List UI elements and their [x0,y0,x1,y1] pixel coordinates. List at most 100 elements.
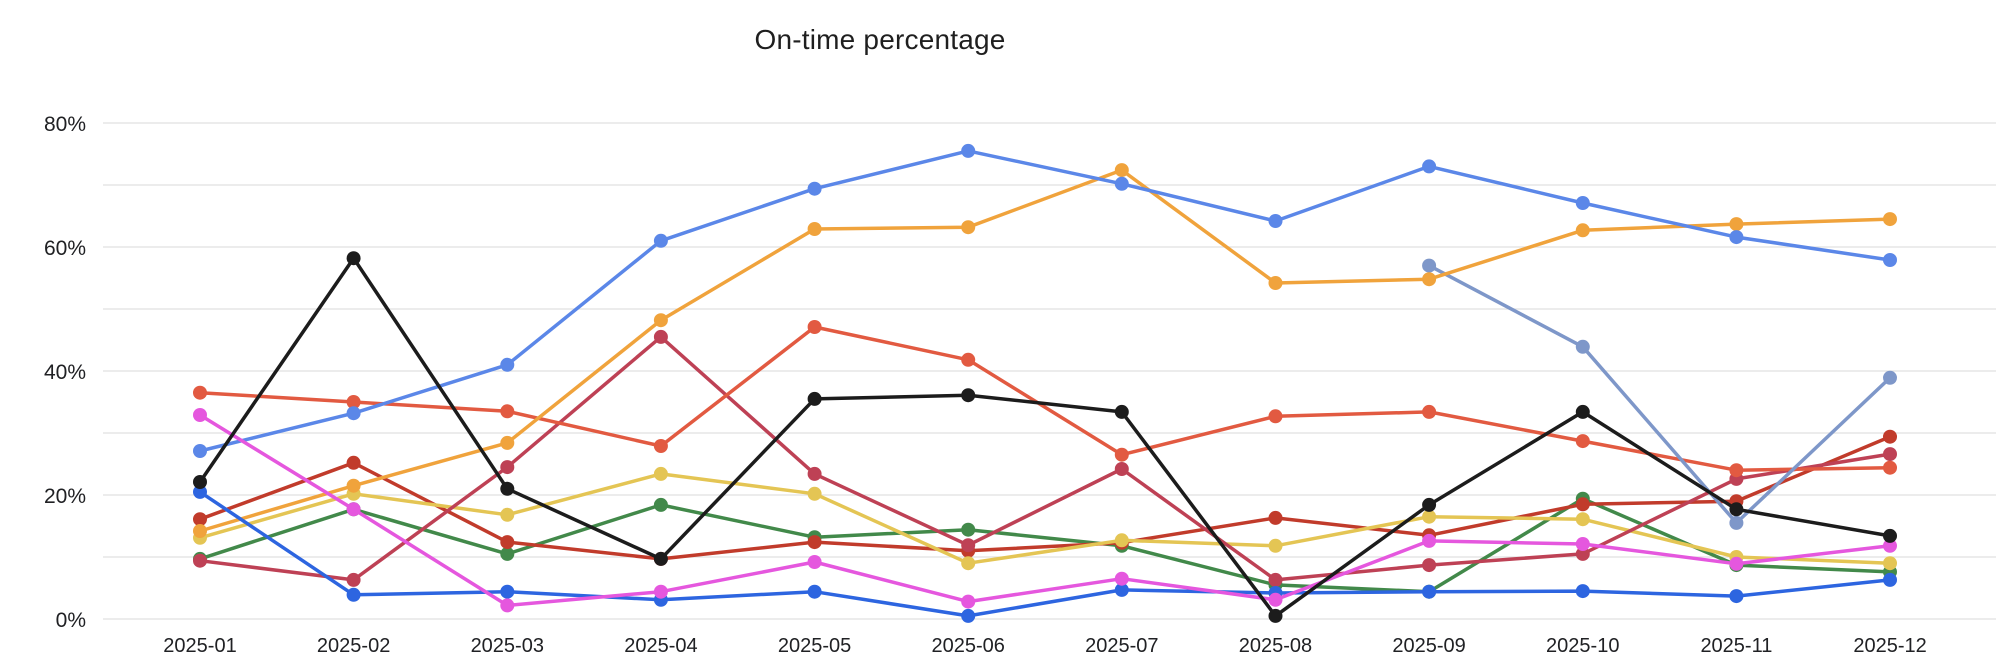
data-point-black-2025-07[interactable] [1114,404,1129,419]
data-point-dark-blue-2025-01[interactable] [193,484,207,499]
data-point-blue-2025-05[interactable] [807,181,822,196]
data-point-orange-2025-02[interactable] [346,478,361,493]
data-point-red-orange-2025-07[interactable] [1114,447,1129,462]
data-point-black-2025-04[interactable] [653,551,668,566]
data-point-crimson-2025-02[interactable] [346,572,361,587]
data-point-orange-2025-10[interactable] [1575,223,1590,238]
data-point-yellow-2025-12[interactable] [1883,556,1897,571]
data-point-dark-blue-2025-02[interactable] [346,587,361,602]
data-point-magenta-2025-04[interactable] [653,584,668,599]
data-point-magenta-2025-06[interactable] [961,594,976,609]
data-point-crimson-2025-08[interactable] [1268,572,1283,587]
data-point-black-2025-11[interactable] [1729,502,1744,517]
data-point-dark-red-2025-03[interactable] [500,535,515,550]
data-point-black-2025-09[interactable] [1422,497,1437,512]
data-point-orange-2025-05[interactable] [807,222,822,236]
data-point-black-2025-06[interactable] [961,388,976,403]
data-point-crimson-2025-12[interactable] [1883,447,1897,462]
data-point-blue-2025-01[interactable] [193,444,207,458]
data-point-black-2025-02[interactable] [346,251,361,266]
data-point-red-orange-2025-10[interactable] [1575,434,1590,449]
data-point-crimson-2025-05[interactable] [807,466,822,481]
data-point-orange-2025-04[interactable] [653,313,668,328]
data-point-magenta-2025-05[interactable] [807,555,822,569]
data-point-slate-blue-2025-09[interactable] [1422,258,1437,273]
data-point-red-orange-2025-08[interactable] [1268,409,1283,424]
data-point-orange-2025-07[interactable] [1114,163,1129,178]
data-point-dark-blue-2025-11[interactable] [1729,589,1744,604]
data-point-magenta-2025-08[interactable] [1268,592,1283,607]
data-point-crimson-2025-04[interactable] [653,329,668,344]
data-point-black-2025-03[interactable] [500,481,515,496]
data-point-slate-blue-2025-11[interactable] [1729,515,1744,530]
data-point-black-2025-10[interactable] [1575,404,1590,419]
data-point-yellow-2025-10[interactable] [1575,512,1590,527]
data-point-red-orange-2025-06[interactable] [961,352,976,367]
data-point-blue-2025-06[interactable] [961,143,976,158]
data-point-slate-blue-2025-12[interactable] [1883,370,1897,385]
data-point-red-orange-2025-12[interactable] [1883,460,1897,475]
data-point-black-2025-08[interactable] [1268,608,1283,623]
data-point-blue-2025-12[interactable] [1883,253,1897,267]
data-point-blue-2025-07[interactable] [1114,176,1129,191]
data-point-green-2025-06[interactable] [961,522,976,537]
data-point-dark-red-2025-08[interactable] [1268,510,1283,525]
data-point-black-2025-05[interactable] [807,391,822,406]
data-point-yellow-2025-04[interactable] [653,466,668,481]
data-point-dark-blue-2025-07[interactable] [1114,582,1129,597]
data-point-crimson-2025-07[interactable] [1114,462,1129,476]
data-point-magenta-2025-03[interactable] [500,598,515,613]
data-point-orange-2025-01[interactable] [193,524,207,538]
data-point-crimson-2025-01[interactable] [193,553,207,568]
data-point-red-orange-2025-03[interactable] [500,404,515,419]
data-point-orange-2025-08[interactable] [1268,276,1283,290]
data-point-blue-2025-04[interactable] [653,233,668,248]
data-point-dark-blue-2025-03[interactable] [500,584,515,599]
data-point-black-2025-12[interactable] [1883,528,1897,543]
data-point-dark-red-2025-10[interactable] [1575,497,1590,512]
data-point-blue-2025-09[interactable] [1422,159,1437,174]
data-point-dark-blue-2025-05[interactable] [807,584,822,599]
data-point-red-orange-2025-02[interactable] [346,395,361,409]
data-point-blue-2025-02[interactable] [346,406,361,421]
data-point-red-orange-2025-01[interactable] [193,385,207,400]
data-point-blue-2025-08[interactable] [1268,214,1283,228]
data-point-red-orange-2025-05[interactable] [807,320,822,334]
data-point-dark-blue-2025-09[interactable] [1422,584,1437,599]
data-point-orange-2025-03[interactable] [500,435,515,450]
data-point-magenta-2025-10[interactable] [1575,537,1590,551]
data-point-dark-blue-2025-10[interactable] [1575,584,1590,599]
data-point-blue-2025-10[interactable] [1575,196,1590,210]
data-point-green-2025-04[interactable] [653,497,668,512]
data-point-red-orange-2025-11[interactable] [1729,463,1744,478]
data-point-dark-blue-2025-12[interactable] [1883,572,1897,587]
data-point-orange-2025-06[interactable] [961,220,976,235]
data-point-crimson-2025-09[interactable] [1422,558,1437,573]
data-point-magenta-2025-02[interactable] [346,502,361,517]
data-point-magenta-2025-07[interactable] [1114,571,1129,586]
data-point-green-2025-03[interactable] [500,546,515,561]
data-point-dark-red-2025-02[interactable] [346,455,361,470]
data-point-yellow-2025-08[interactable] [1268,538,1283,553]
data-point-blue-2025-03[interactable] [500,357,515,372]
data-point-yellow-2025-05[interactable] [807,486,822,501]
data-point-crimson-2025-03[interactable] [500,460,515,475]
data-point-crimson-2025-10[interactable] [1575,546,1590,561]
data-point-yellow-2025-03[interactable] [500,507,515,522]
data-point-red-orange-2025-04[interactable] [653,439,668,453]
data-point-dark-red-2025-05[interactable] [807,535,822,550]
data-point-red-orange-2025-09[interactable] [1422,404,1437,419]
data-point-magenta-2025-11[interactable] [1729,556,1744,571]
data-point-magenta-2025-12[interactable] [1883,538,1897,553]
data-point-magenta-2025-01[interactable] [193,408,207,422]
data-point-black-2025-01[interactable] [193,475,207,489]
data-point-dark-blue-2025-06[interactable] [961,608,976,623]
data-point-orange-2025-09[interactable] [1422,272,1437,287]
data-point-yellow-2025-07[interactable] [1114,533,1129,548]
data-point-yellow-2025-09[interactable] [1422,509,1437,524]
data-point-magenta-2025-09[interactable] [1422,533,1437,548]
data-point-yellow-2025-06[interactable] [961,556,976,571]
data-point-dark-red-2025-01[interactable] [193,512,207,527]
data-point-crimson-2025-06[interactable] [961,538,976,553]
data-point-orange-2025-12[interactable] [1883,212,1897,227]
